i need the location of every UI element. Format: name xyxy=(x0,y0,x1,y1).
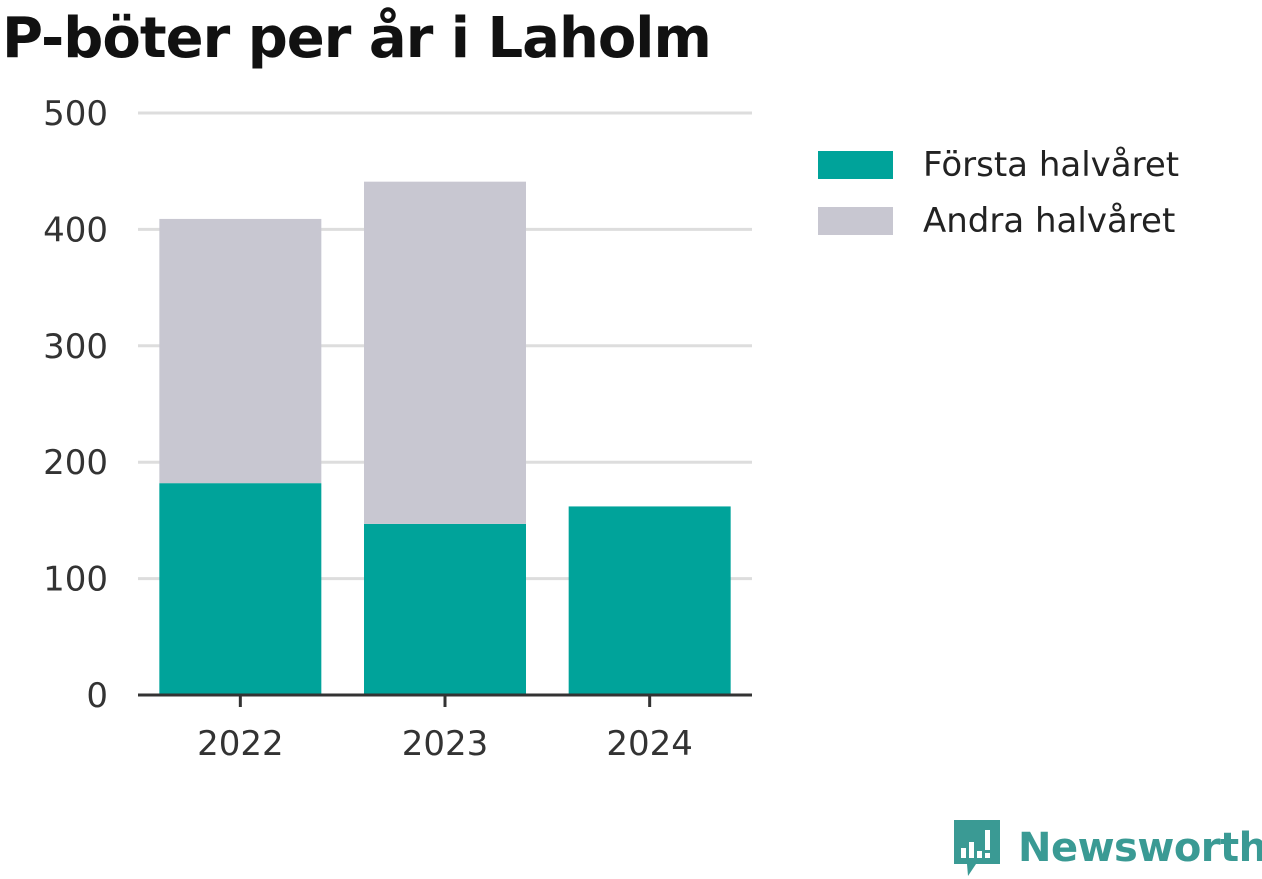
brand-name: Newsworthy xyxy=(1018,825,1262,871)
y-tick-label-400: 400 xyxy=(43,210,108,250)
y-tick-label-500: 500 xyxy=(43,94,108,134)
bars xyxy=(159,181,731,695)
y-tick-label-0: 0 xyxy=(86,676,108,716)
legend-swatch-andra-halvaret xyxy=(818,207,893,235)
legend-item-forsta-halvaret: Första halvåret xyxy=(818,137,1179,193)
chart-title: P-böter per år i Laholm xyxy=(2,6,712,71)
legend-label-andra-halvaret: Andra halvåret xyxy=(923,201,1176,241)
legend-swatch-forsta-halvaret xyxy=(818,151,893,179)
y-tick-label-100: 100 xyxy=(43,560,108,600)
stacked-bar-chart: 0 100 200 300 400 500 2022 2023 2024 xyxy=(43,94,752,764)
x-tick-label-2023: 2023 xyxy=(402,724,489,764)
y-tick-label-200: 200 xyxy=(43,443,108,483)
axes xyxy=(138,693,752,707)
y-tick-label-300: 300 xyxy=(43,327,108,367)
newsworthy-logo-icon xyxy=(954,820,1000,876)
bar-2022-andra-halvaret xyxy=(159,218,322,484)
legend-label-forsta-halvaret: Första halvåret xyxy=(923,145,1180,185)
bar-2023-forsta-halvaret xyxy=(364,523,526,695)
x-tick-label-2024: 2024 xyxy=(606,724,693,764)
legend: Första halvåret Andra halvåret xyxy=(818,137,1179,249)
legend-item-andra-halvaret: Andra halvåret xyxy=(818,193,1179,249)
bar-2024-forsta-halvaret xyxy=(568,506,731,695)
x-tick-label-2022: 2022 xyxy=(197,724,284,764)
bar-2022-forsta-halvaret xyxy=(159,483,322,695)
newsworthy-brand: Newsworthy xyxy=(950,818,1262,878)
tick-labels: 0 100 200 300 400 500 2022 2023 2024 xyxy=(43,94,693,764)
bar-2023-andra-halvaret xyxy=(364,181,526,524)
